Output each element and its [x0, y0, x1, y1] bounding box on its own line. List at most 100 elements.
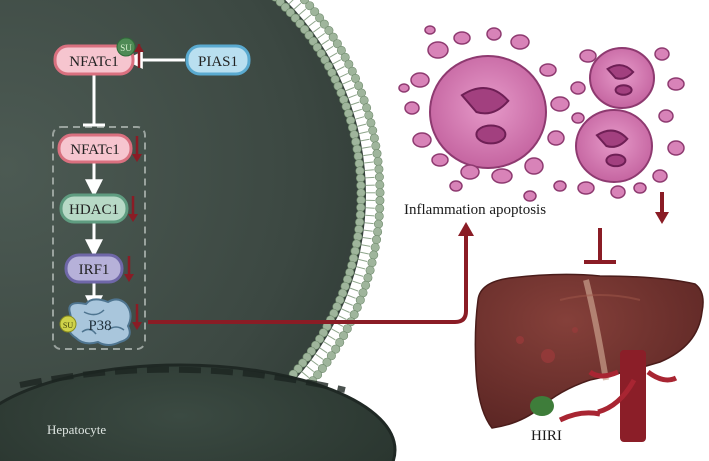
apoptotic-body [579, 49, 597, 63]
pathway-connectors [83, 51, 185, 314]
membrane-tail [293, 2, 302, 10]
nfatc1-inner-node: NFATc1 [57, 133, 133, 164]
svg-text:SU: SU [63, 321, 73, 330]
membrane-tail [364, 161, 374, 164]
membrane-bead [317, 363, 327, 373]
membrane-tail [363, 229, 373, 232]
membrane-bead [373, 219, 383, 229]
apoptotic-body [570, 81, 586, 95]
pias1-label: PIAS1 [198, 54, 238, 70]
membrane-bead [371, 235, 381, 245]
membrane-bead [336, 45, 346, 55]
membrane-bead [375, 188, 385, 198]
apoptotic-body [412, 132, 432, 148]
apoptotic-cell-illustration [398, 25, 685, 202]
apoptotic-body [658, 109, 674, 123]
membrane-bead [373, 227, 383, 237]
hdac1-label: HDAC1 [69, 202, 119, 218]
apoptotic-body [404, 101, 420, 115]
apoptotic-nucleus-fragment [460, 87, 510, 115]
membrane-tail [353, 108, 362, 113]
membrane-tail [329, 52, 338, 58]
apoptotic-body [654, 47, 670, 61]
apoptotic-body [449, 180, 463, 192]
membrane-bead [319, 19, 329, 29]
membrane-tail [359, 251, 369, 255]
down-regulation-arrow-icon [124, 256, 134, 282]
svg-text:SU: SU [120, 43, 132, 53]
membrane-bead [313, 370, 323, 380]
apoptotic-body [491, 168, 513, 184]
membrane-tail [325, 45, 334, 52]
apoptotic-body [539, 63, 557, 77]
membrane-bead [372, 149, 382, 159]
membrane-tail [331, 328, 340, 334]
apoptotic-body [633, 182, 647, 194]
apoptotic-body [398, 83, 410, 93]
membrane-tail [348, 94, 357, 99]
p38-label: P38 [88, 318, 111, 334]
down-arrow-to-liver [655, 192, 669, 224]
pias1-node: PIAS1 [185, 44, 251, 76]
apoptotic-body [486, 27, 502, 41]
membrane-tail [364, 222, 374, 225]
p38-to-inflammation-arrow [148, 232, 468, 324]
membrane-bead [335, 337, 345, 347]
membrane-tail [319, 347, 328, 354]
apoptotic-body [577, 181, 595, 195]
p38-sumo-badge-icon: SU [59, 315, 77, 333]
membrane-tail [365, 214, 375, 217]
apoptotic-body [453, 31, 471, 45]
down-regulation-arrow-icon [132, 304, 142, 330]
hepatocyte-label: Hepatocyte [47, 422, 107, 437]
membrane-tail [361, 146, 371, 149]
down-regulation-arrow-icon [134, 44, 144, 68]
membrane-bead [355, 210, 365, 220]
hiri-label: HIRI [531, 428, 562, 444]
membrane-tail [364, 169, 374, 171]
membrane-bead [331, 344, 341, 354]
membrane-bead [375, 196, 385, 206]
membrane-tail [342, 79, 352, 85]
membrane-bead [366, 118, 376, 128]
membrane-tail [310, 359, 319, 366]
apoptotic-body [460, 164, 480, 180]
membrane-bead [367, 258, 377, 268]
membrane-tail [357, 123, 367, 127]
membrane-bead [373, 156, 383, 166]
apoptotic-body [547, 130, 565, 146]
membrane-bead [328, 32, 338, 42]
membrane-bead [339, 331, 349, 341]
membrane-tail [358, 131, 369, 135]
nfatc1-inner-label: NFATc1 [70, 142, 120, 158]
inhibition-bar-icon [584, 228, 616, 264]
membrane-tail [323, 341, 332, 347]
down-regulation-arrow-icon [132, 136, 142, 162]
irf1-label: IRF1 [79, 262, 110, 278]
apoptotic-nucleus-fragment [606, 64, 635, 80]
membrane-tail [298, 8, 307, 16]
nfatc1-top-label: NFATc1 [69, 54, 119, 70]
membrane-bead [332, 39, 342, 49]
membrane-bead [371, 141, 381, 151]
membrane-tail [332, 59, 342, 65]
membrane-tail [301, 371, 310, 378]
hepatocyte-cell [0, 0, 397, 461]
membrane-bead [310, 7, 320, 17]
membrane-tail [349, 287, 359, 292]
apoptotic-nucleus-fragment [605, 153, 627, 168]
membrane-tail [361, 244, 371, 247]
p38-node: P38 [67, 298, 132, 346]
membrane-bead [342, 324, 352, 334]
membrane-bead [361, 280, 371, 290]
membrane-bead [344, 59, 354, 69]
membrane-tail [308, 20, 317, 27]
apoptotic-body [431, 153, 449, 167]
membrane-tail [355, 116, 365, 120]
membrane-bead [375, 180, 385, 190]
membrane-bead [322, 357, 332, 367]
apoptotic-body [550, 96, 570, 112]
membrane-bead [363, 273, 373, 283]
apoptotic-body [571, 112, 585, 124]
